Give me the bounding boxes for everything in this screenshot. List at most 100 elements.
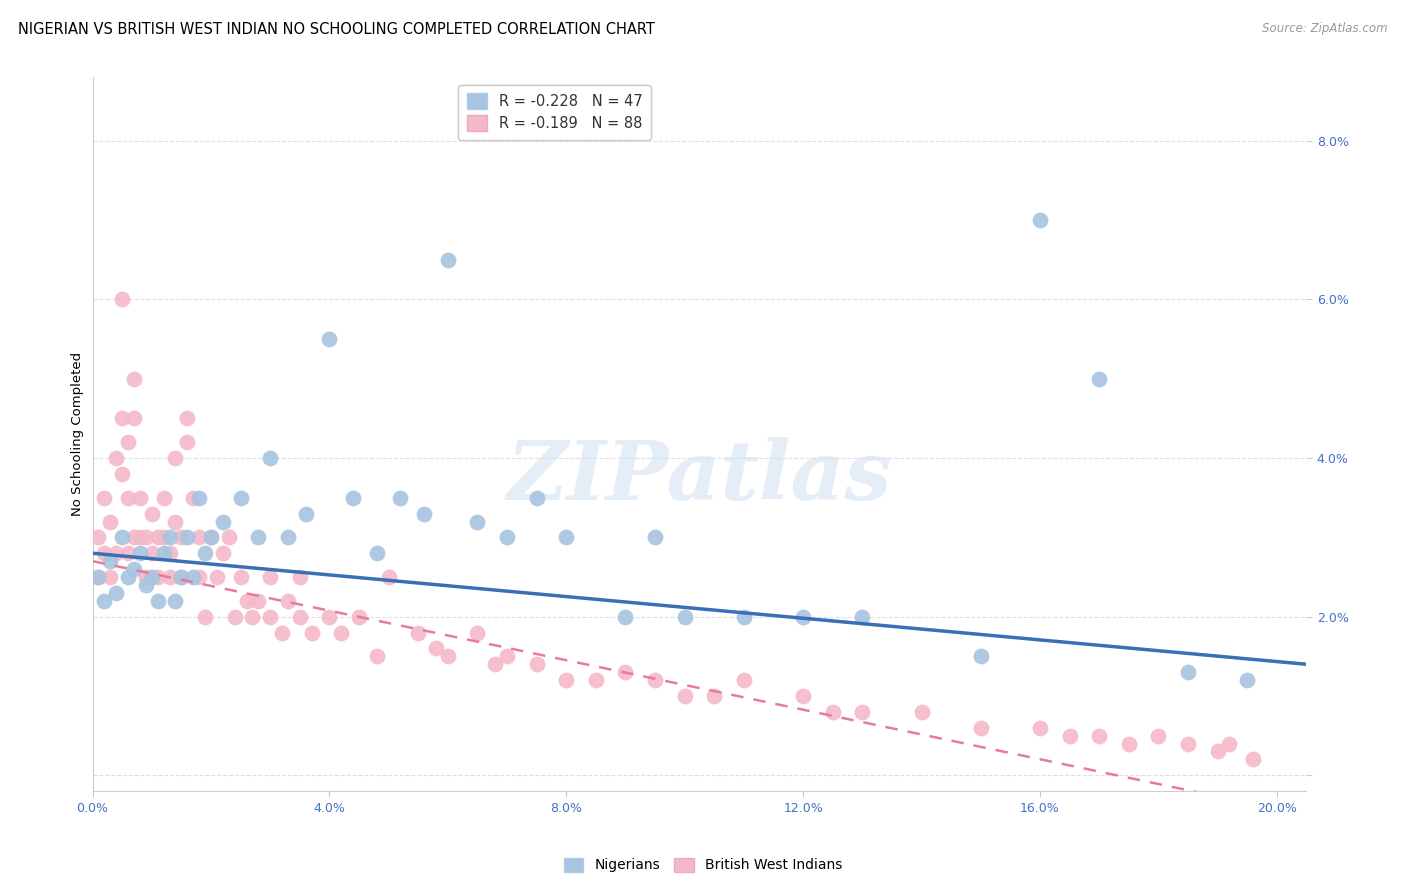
Point xyxy=(159,570,181,584)
Point xyxy=(614,609,637,624)
Point xyxy=(141,570,163,584)
Point xyxy=(159,546,181,560)
Point xyxy=(105,586,128,600)
Point xyxy=(1206,744,1229,758)
Point xyxy=(176,411,198,425)
Point xyxy=(87,570,110,584)
Point xyxy=(851,705,873,719)
Point xyxy=(146,594,169,608)
Text: Source: ZipAtlas.com: Source: ZipAtlas.com xyxy=(1263,22,1388,36)
Point xyxy=(170,570,193,584)
Point xyxy=(229,491,252,505)
Point xyxy=(111,467,134,481)
Point xyxy=(165,515,187,529)
Point xyxy=(135,570,157,584)
Point xyxy=(129,530,152,544)
Point xyxy=(342,491,364,505)
Point xyxy=(1088,372,1111,386)
Point xyxy=(117,435,139,450)
Point xyxy=(644,673,666,687)
Point xyxy=(792,609,814,624)
Point xyxy=(247,594,270,608)
Point xyxy=(301,625,323,640)
Point xyxy=(703,689,725,703)
Point xyxy=(117,491,139,505)
Point xyxy=(200,530,222,544)
Point xyxy=(377,570,399,584)
Point xyxy=(555,673,578,687)
Point xyxy=(242,609,264,624)
Point xyxy=(111,411,134,425)
Point xyxy=(224,609,246,624)
Point xyxy=(98,554,121,568)
Point xyxy=(1218,737,1240,751)
Point xyxy=(406,625,429,640)
Point xyxy=(733,673,755,687)
Point xyxy=(277,530,299,544)
Point xyxy=(93,546,115,560)
Point xyxy=(141,546,163,560)
Point xyxy=(1147,729,1170,743)
Point xyxy=(194,609,217,624)
Point xyxy=(259,570,281,584)
Point xyxy=(413,507,436,521)
Point xyxy=(181,491,204,505)
Point xyxy=(585,673,607,687)
Point xyxy=(122,530,145,544)
Point xyxy=(526,491,548,505)
Point xyxy=(229,570,252,584)
Point xyxy=(111,293,134,307)
Point xyxy=(970,721,993,735)
Point xyxy=(152,530,174,544)
Point xyxy=(122,372,145,386)
Point xyxy=(526,657,548,672)
Point xyxy=(122,411,145,425)
Point xyxy=(467,515,489,529)
Point xyxy=(288,609,311,624)
Point xyxy=(437,649,460,664)
Point xyxy=(1177,665,1199,680)
Point xyxy=(733,609,755,624)
Point xyxy=(821,705,844,719)
Point xyxy=(211,515,233,529)
Point xyxy=(141,507,163,521)
Point xyxy=(176,435,198,450)
Point xyxy=(117,570,139,584)
Point xyxy=(165,594,187,608)
Point xyxy=(467,625,489,640)
Point xyxy=(673,689,696,703)
Point xyxy=(330,625,353,640)
Point xyxy=(181,570,204,584)
Point xyxy=(93,491,115,505)
Point xyxy=(146,570,169,584)
Point xyxy=(105,451,128,466)
Point xyxy=(188,530,211,544)
Point xyxy=(496,649,519,664)
Point xyxy=(129,491,152,505)
Point xyxy=(851,609,873,624)
Point xyxy=(152,546,174,560)
Point xyxy=(98,515,121,529)
Point xyxy=(87,570,110,584)
Point xyxy=(218,530,240,544)
Point xyxy=(152,491,174,505)
Point xyxy=(235,594,257,608)
Point xyxy=(98,570,121,584)
Point xyxy=(318,609,340,624)
Point xyxy=(294,507,316,521)
Text: ZIPatlas: ZIPatlas xyxy=(506,437,893,517)
Point xyxy=(1177,737,1199,751)
Point xyxy=(673,609,696,624)
Point xyxy=(188,570,211,584)
Point xyxy=(247,530,270,544)
Point xyxy=(271,625,294,640)
Point xyxy=(159,530,181,544)
Point xyxy=(176,530,198,544)
Point xyxy=(1029,213,1052,227)
Point xyxy=(87,530,110,544)
Point xyxy=(129,546,152,560)
Point xyxy=(146,530,169,544)
Point xyxy=(792,689,814,703)
Point xyxy=(1059,729,1081,743)
Point xyxy=(425,641,447,656)
